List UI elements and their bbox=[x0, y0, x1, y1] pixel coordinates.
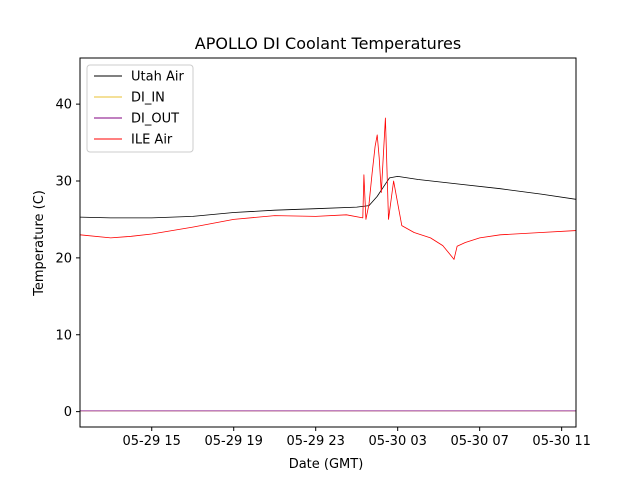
legend-box bbox=[86, 64, 194, 153]
x-tick-label: 05-30 11 bbox=[532, 434, 590, 449]
x-axis-label: Date (GMT) bbox=[289, 457, 364, 472]
y-tick-label: 10 bbox=[55, 328, 72, 343]
y-tick-label: 30 bbox=[55, 175, 72, 190]
legend-label: DI_IN bbox=[131, 91, 165, 106]
x-tick-label: 05-29 19 bbox=[204, 434, 262, 449]
y-axis: 0 10 20 30 40 bbox=[55, 98, 80, 420]
y-tick-label: 0 bbox=[64, 405, 72, 420]
x-axis: 05-29 15 05-29 19 05-29 23 05-30 03 05-30 07… bbox=[123, 427, 591, 449]
x-tick-label: 05-29 15 bbox=[123, 434, 181, 449]
x-tick-label: 05-29 23 bbox=[286, 434, 344, 449]
y-tick-label: 20 bbox=[55, 251, 72, 266]
legend: Utah Air DI_IN DI_OUT ILE Air bbox=[86, 64, 194, 153]
legend-label: DI_OUT bbox=[131, 112, 179, 127]
plot-frame bbox=[79, 57, 577, 428]
y-axis-label: Temperature (C) bbox=[32, 190, 47, 297]
legend-label: Utah Air bbox=[131, 70, 184, 85]
x-tick-label: 05-30 03 bbox=[368, 434, 426, 449]
series-line-ile-air bbox=[80, 117, 576, 260]
series-line-utah-air bbox=[80, 176, 576, 219]
chart-title: APOLLO DI Coolant Temperatures bbox=[195, 34, 461, 53]
x-tick-label: 05-30 07 bbox=[450, 434, 508, 449]
series-layer bbox=[80, 117, 576, 412]
y-tick-label: 40 bbox=[55, 98, 72, 113]
legend-label: ILE Air bbox=[131, 133, 173, 148]
